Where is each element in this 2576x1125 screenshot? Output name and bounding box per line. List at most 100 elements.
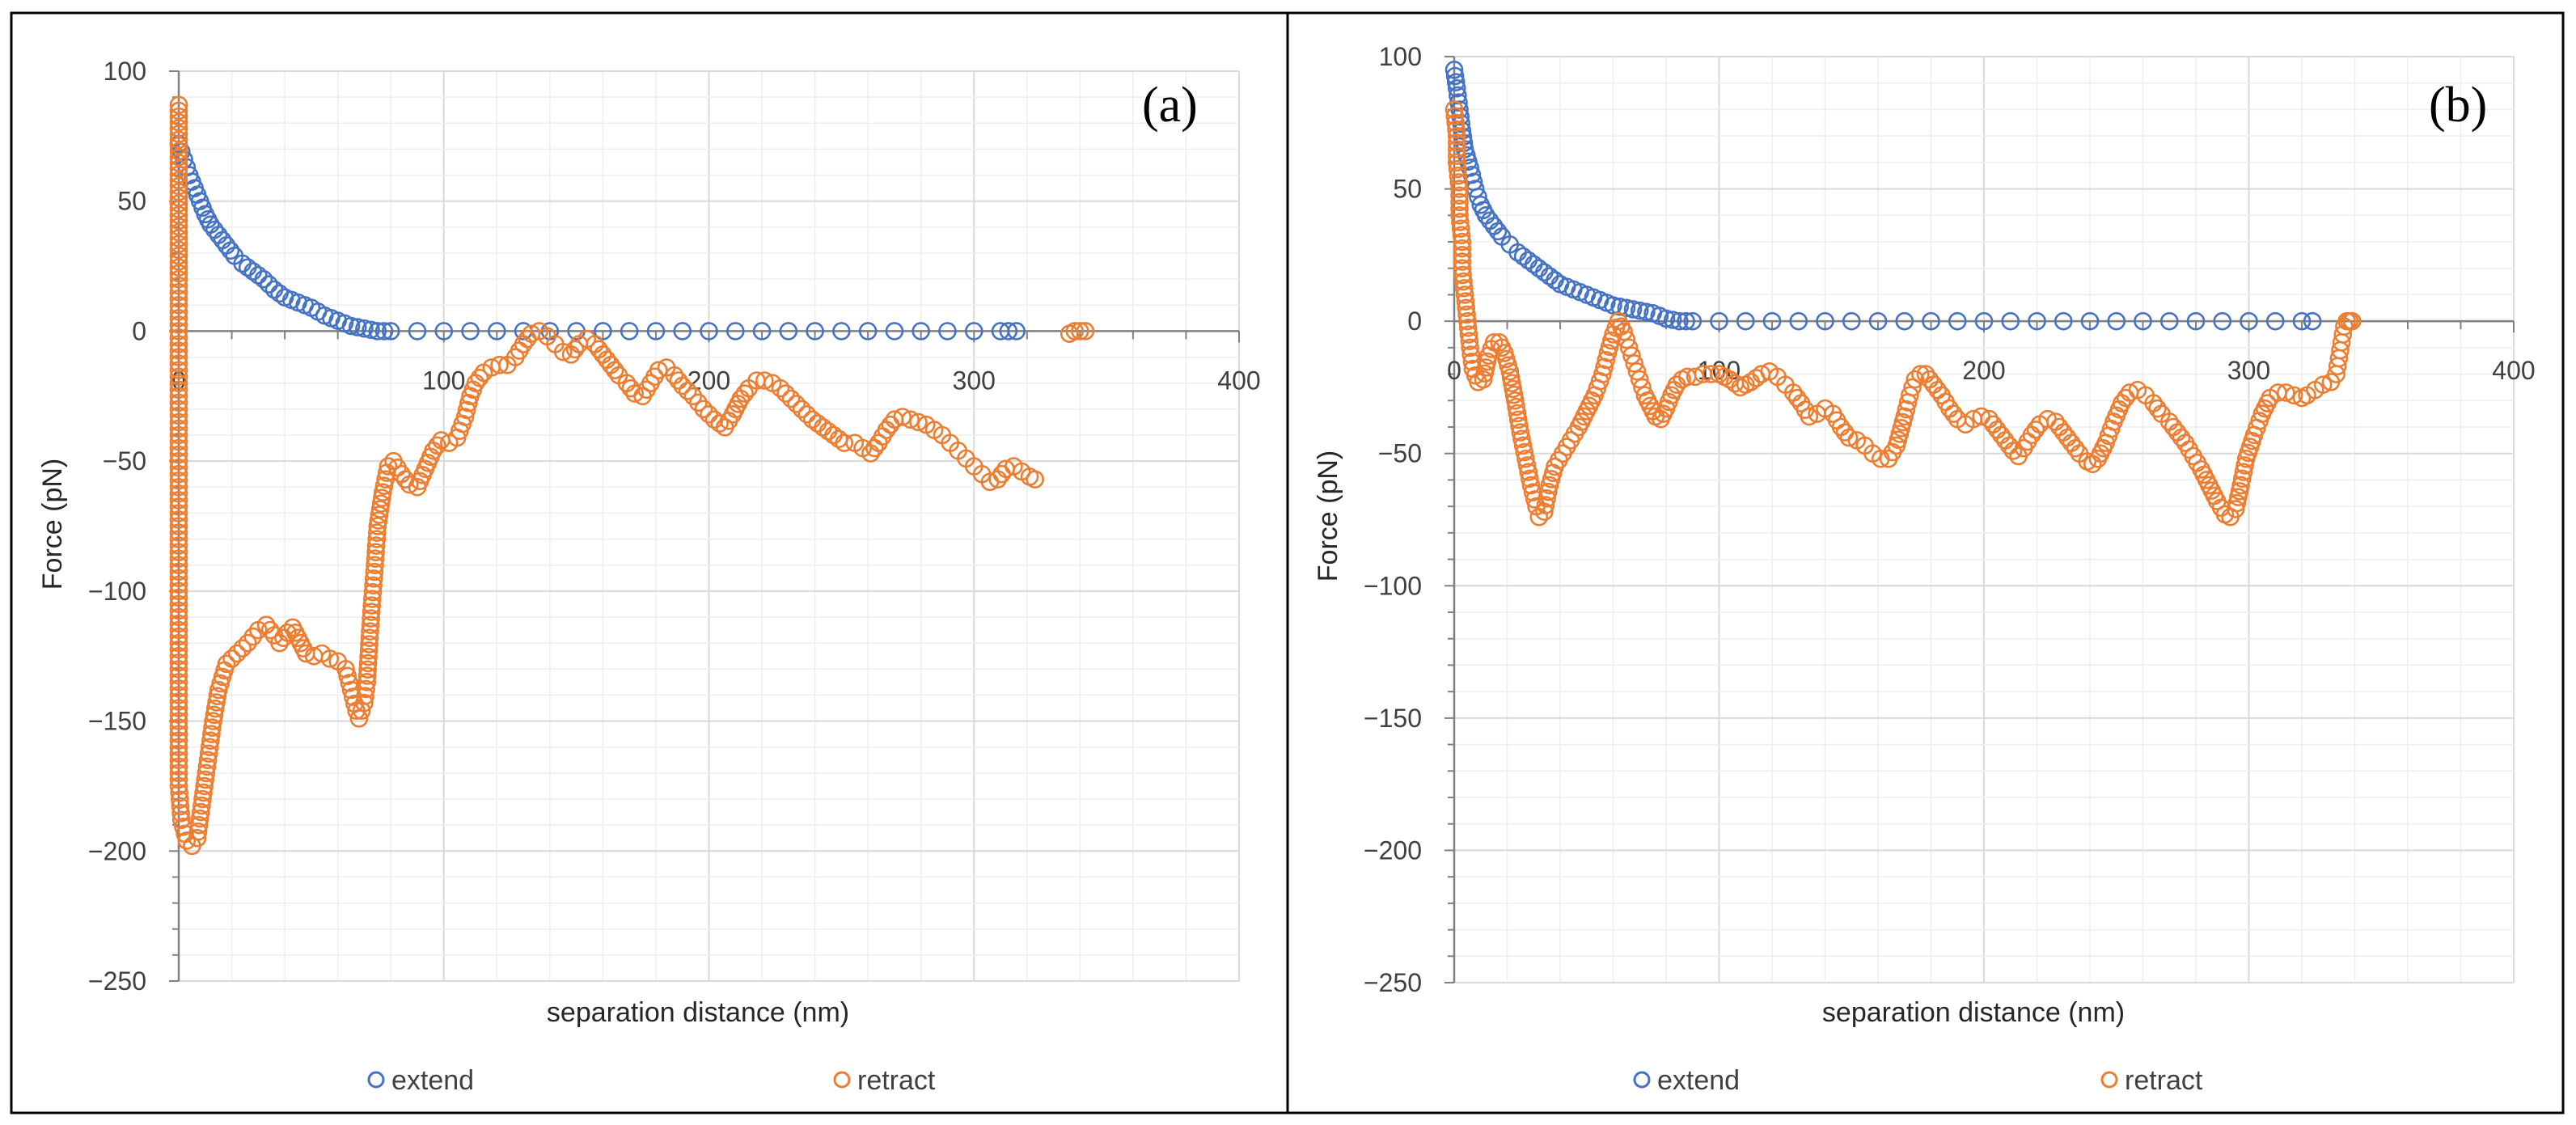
panel-a-retract-point — [364, 576, 383, 595]
panel-b-retract-point — [1595, 357, 1614, 377]
panel-a-extend-point — [673, 322, 692, 340]
panel-a-retract-point — [169, 412, 188, 432]
panel-b-retract-point — [1622, 346, 1641, 365]
panel-a-retract-point — [364, 569, 383, 588]
panel-a-retract-point — [362, 603, 381, 621]
panel-a-retract-point — [169, 235, 188, 254]
panel-a-retract-point — [197, 757, 217, 776]
panel-a-y-tick-label: −150 — [88, 707, 146, 736]
panel-a-retract-point — [365, 562, 384, 582]
panel-b-y-tick-label: 50 — [1393, 175, 1422, 204]
panel-a-retract-point — [360, 628, 379, 648]
panel-a-retract-point — [349, 709, 369, 728]
panel-b-retract-point — [1445, 107, 1465, 125]
panel-b-extend-point — [1710, 311, 1728, 331]
panel-a-extend-point — [341, 316, 361, 336]
panel-a-legend-extend-label: extend — [391, 1065, 474, 1096]
panel-a-retract-point — [169, 556, 188, 575]
panel-a-retract-point — [169, 705, 188, 724]
panel-a-retract-point — [776, 384, 795, 403]
panel-a-retract-point — [169, 276, 188, 295]
panel-a-extend-point — [221, 241, 240, 260]
panel-a-y-tick-label: 100 — [104, 57, 146, 86]
panel-b-retract-point — [1454, 272, 1473, 291]
panel-b-retract-point — [1506, 391, 1525, 410]
panel-a-retract-point — [169, 692, 188, 711]
panel-b-retract-point — [1450, 205, 1469, 225]
panel-b-retract-point — [1614, 322, 1633, 341]
panel-b-retract-point — [2066, 438, 2085, 458]
panel-b-retract-point — [1538, 482, 1558, 501]
panel-a-retract-point — [205, 705, 224, 725]
panel-a-retract-point — [169, 112, 188, 132]
panel-a-retract-point — [169, 744, 188, 763]
panel-b-retract-point — [1453, 246, 1472, 264]
panel-b-retract-point — [1895, 407, 1914, 426]
panel-a-extend-point — [434, 322, 454, 340]
panel-a-retract-point — [340, 674, 359, 692]
panel-a-retract-point — [169, 491, 188, 510]
panel-a-retract-point — [367, 523, 387, 542]
panel-a-retract-point — [771, 379, 790, 398]
panel-a-retract-point — [169, 367, 188, 386]
panel-a-retract-point — [169, 354, 188, 373]
panel-b-gridlines — [1454, 56, 2515, 983]
panel-b-extend-point — [2265, 311, 2285, 331]
panel-b-y-tick-label: −150 — [1364, 704, 1422, 733]
panel-a-retract-point — [189, 815, 209, 835]
panel-a-retract-point — [227, 644, 247, 663]
panel-b-retract-point — [2148, 399, 2167, 418]
panel-a-extend-point — [806, 322, 824, 340]
panel-a-series-retract — [169, 95, 1095, 856]
panel-b-retract-point — [1450, 186, 1469, 205]
panel-b-retract-point — [1510, 417, 1529, 435]
panel-a-retract-point — [649, 361, 668, 379]
panel-a-retract-point — [359, 647, 378, 666]
panel-a-retract-point — [169, 171, 188, 190]
panel-a-retract-point — [169, 246, 188, 265]
panel-b-extend-point — [1637, 302, 1656, 321]
panel-a-y-tick-label: −100 — [88, 577, 146, 606]
panel-a-retract-point — [196, 770, 215, 789]
panel-a-retract-point — [169, 159, 188, 178]
panel-a-retract-point — [169, 640, 188, 659]
panel-b-retract-point — [1800, 407, 1819, 426]
panel-a-extend-point — [594, 322, 612, 340]
panel-a-retract-point — [190, 809, 209, 828]
panel-a-retract-point — [358, 653, 378, 673]
panel-a-retract-point — [169, 142, 188, 161]
panel-b-label: (b) — [2429, 78, 2487, 133]
panel-b-legend: extend retract — [1633, 1065, 2203, 1096]
panel-a-retract-point — [470, 368, 489, 387]
panel-b-extend-point — [1445, 66, 1465, 86]
panel-a-retract-point — [169, 425, 188, 445]
panel-b-extend-point — [2292, 311, 2312, 331]
panel-b-y-tick-labels: 100 50 0 −50 −100 −150 −200 −250 — [1364, 42, 1422, 997]
panel-b-retract-point — [1447, 146, 1466, 165]
panel-a-retract-point — [169, 438, 188, 458]
panel-a-retract-point — [169, 107, 188, 126]
panel-b-extend-point — [1445, 61, 1464, 79]
panel-a-extend-point — [938, 322, 957, 340]
panel-b-retract-point — [1507, 397, 1525, 417]
panel-b-retract-point — [1508, 404, 1527, 423]
panel-a-retract-point — [901, 410, 920, 429]
panel-a-extend-point — [999, 322, 1018, 340]
panel-b-extend-point — [1816, 311, 1834, 331]
panel-a-retract-point — [792, 400, 811, 419]
panel-b-extend-point — [1656, 309, 1676, 328]
panel-b-retract-point — [1536, 496, 1555, 514]
panel-a-retract-point — [169, 252, 188, 271]
panel-a-retract-point — [169, 419, 188, 438]
panel-a-retract-point — [893, 408, 912, 426]
panel-a-retract-point — [171, 804, 190, 823]
panel-a-retract-point — [169, 523, 188, 542]
panel-b-retract-point — [1513, 436, 1533, 455]
panel-a-retract-point — [169, 125, 188, 143]
panel-b-retract-point — [1516, 449, 1535, 468]
panel-b-extend-point — [1630, 301, 1649, 320]
panel-a-retract-point — [835, 434, 853, 452]
panel-b-retract-point — [1597, 350, 1616, 370]
panel-a-retract-point — [169, 477, 188, 497]
